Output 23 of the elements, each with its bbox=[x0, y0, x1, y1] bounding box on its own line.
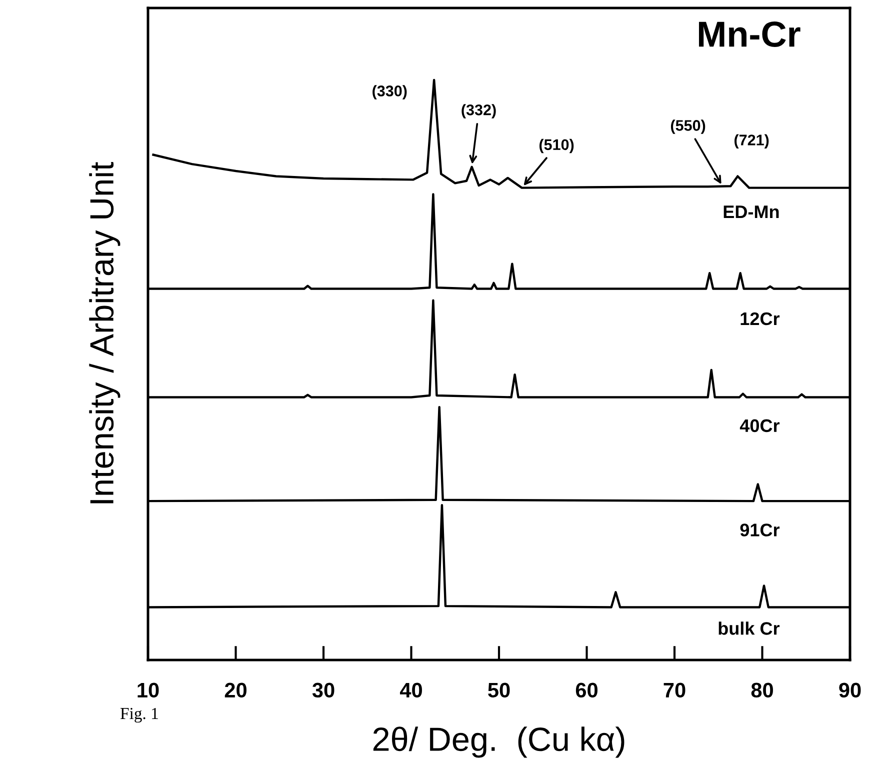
annotation: (330) bbox=[372, 85, 407, 100]
annotation: 40Cr bbox=[740, 419, 780, 432]
annotation: (721) bbox=[734, 134, 769, 148]
x-tick-label: 90 bbox=[839, 682, 861, 698]
annotation: (332) bbox=[462, 104, 496, 118]
y-axis-title: Intensity / Arbitrary Unit bbox=[89, 162, 120, 504]
x-tick-label: 70 bbox=[664, 682, 686, 698]
annotation: ED-Mn bbox=[724, 206, 779, 218]
x-tick-label: 40 bbox=[400, 682, 422, 698]
annotation: 91Cr bbox=[740, 524, 780, 536]
x-axis-title: 2θ/ Deg. (Cu kα) bbox=[373, 726, 624, 758]
x-tick-label: 30 bbox=[312, 682, 334, 698]
annotation: bulk Cr bbox=[718, 622, 780, 635]
text: Mn-Cr bbox=[698, 21, 800, 48]
annotation: 12Cr bbox=[740, 312, 780, 326]
x-tick-label: 60 bbox=[576, 682, 598, 698]
caption: Fig. 1 bbox=[120, 708, 158, 723]
annotation: (510) bbox=[539, 138, 574, 154]
x-tick-label: 80 bbox=[751, 682, 773, 698]
x-tick-label: 20 bbox=[224, 682, 246, 698]
annotation: (550) bbox=[670, 120, 706, 134]
x-tick-label: 50 bbox=[488, 682, 510, 698]
x-tick-label: 10 bbox=[138, 682, 159, 698]
